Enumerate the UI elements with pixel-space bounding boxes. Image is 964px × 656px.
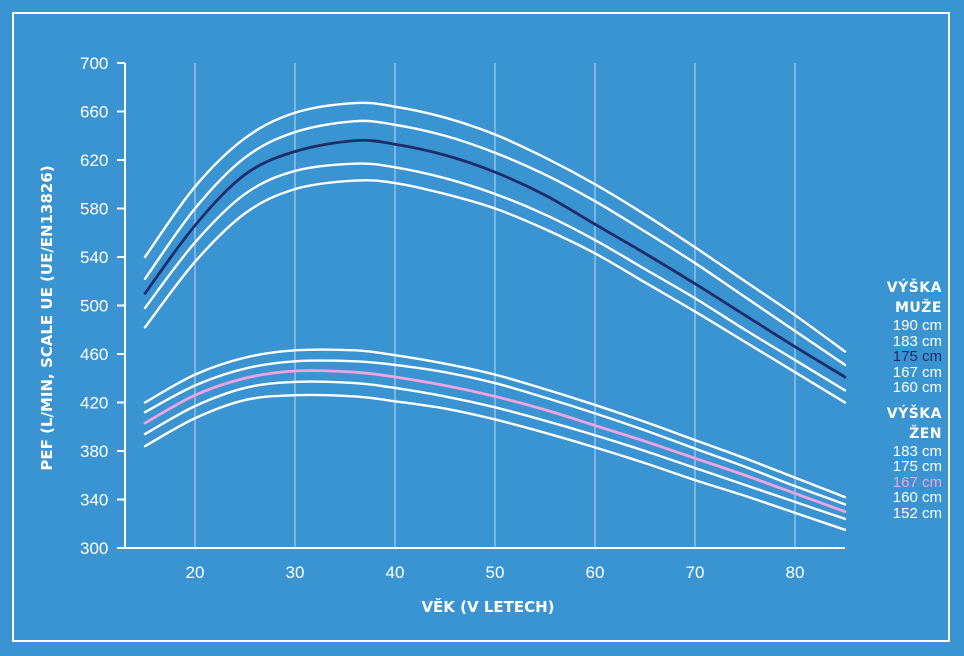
y-tick-label: 660 xyxy=(80,103,108,122)
legend-item: 160 cm xyxy=(892,379,942,396)
series-line-women-183cm xyxy=(143,348,847,499)
x-tick-label: 80 xyxy=(786,563,805,582)
chart-frame xyxy=(12,12,950,642)
x-tick-label: 20 xyxy=(186,563,205,582)
x-tick-label: 70 xyxy=(686,563,705,582)
legend: VÝŠKA MUŽE 190 cm 183 cm 175 cm 167 cm 1… xyxy=(887,278,942,529)
series-line-women-152cm xyxy=(143,393,847,532)
legend-item: 190 cm xyxy=(892,317,942,334)
x-tick-label: 50 xyxy=(486,563,505,582)
x-tick-label: 30 xyxy=(286,563,305,582)
y-axis-title: PEF (L/MIN, SCALE UE (UE/EN13826) xyxy=(38,165,56,470)
y-tick-label: 300 xyxy=(80,539,108,558)
legend-item: 160 cm xyxy=(892,489,942,506)
y-tick-label: 540 xyxy=(80,248,108,267)
series-line-women-175cm xyxy=(143,359,847,506)
legend-women-heading-2: ŽEN xyxy=(909,425,942,442)
x-tick-label: 60 xyxy=(586,563,605,582)
series-line-women-160cm xyxy=(143,380,847,521)
axes xyxy=(117,62,845,549)
grid-lines xyxy=(194,63,796,548)
series-line-men-175cm xyxy=(143,138,847,379)
x-axis-title: VĚK (V LETECH) xyxy=(421,597,554,616)
y-tick-label: 420 xyxy=(80,394,108,413)
y-tick-label: 340 xyxy=(80,491,108,510)
legend-item: 183 cm xyxy=(892,332,942,350)
legend-item: 167 cm xyxy=(892,473,942,491)
series-line-women-167cm xyxy=(143,369,847,514)
series-line-men-183cm xyxy=(143,119,847,367)
legend-item: 183 cm xyxy=(892,442,942,460)
legend-women-heading-1: VÝŠKA xyxy=(886,405,942,422)
legend-item: 167 cm xyxy=(892,363,942,381)
y-tick-label: 580 xyxy=(80,200,108,219)
legend-item: 175 cm xyxy=(892,348,942,365)
legend-women: VÝŠKA ŽEN 183 cm 175 cm 167 cm 160 cm 15… xyxy=(887,404,942,522)
y-tick-label: 500 xyxy=(80,297,108,316)
tick-labels: 20 30 40 50 60 70 80 300 340 380 420 460 500 540 580 62… xyxy=(80,54,804,582)
legend-men-heading-1: VÝŠKA xyxy=(886,280,942,296)
series-lines xyxy=(143,101,847,532)
legend-men-heading-2: MUŽE xyxy=(894,300,942,316)
series-line-men-190cm xyxy=(143,101,847,353)
y-tick-label: 700 xyxy=(80,54,108,73)
series-line-men-167cm xyxy=(143,162,847,392)
legend-men: VÝŠKA MUŽE 190 cm 183 cm 175 cm 167 cm 1… xyxy=(887,278,942,396)
legend-item: 175 cm xyxy=(892,458,942,475)
y-tick-label: 620 xyxy=(80,151,108,170)
x-tick-label: 40 xyxy=(386,563,405,582)
y-tick-label: 460 xyxy=(80,345,108,364)
series-line-men-160cm xyxy=(143,179,847,404)
legend-item: 152 cm xyxy=(892,504,942,522)
y-tick-label: 380 xyxy=(80,442,108,461)
